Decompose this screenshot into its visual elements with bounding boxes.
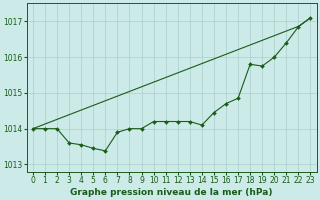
X-axis label: Graphe pression niveau de la mer (hPa): Graphe pression niveau de la mer (hPa) xyxy=(70,188,273,197)
